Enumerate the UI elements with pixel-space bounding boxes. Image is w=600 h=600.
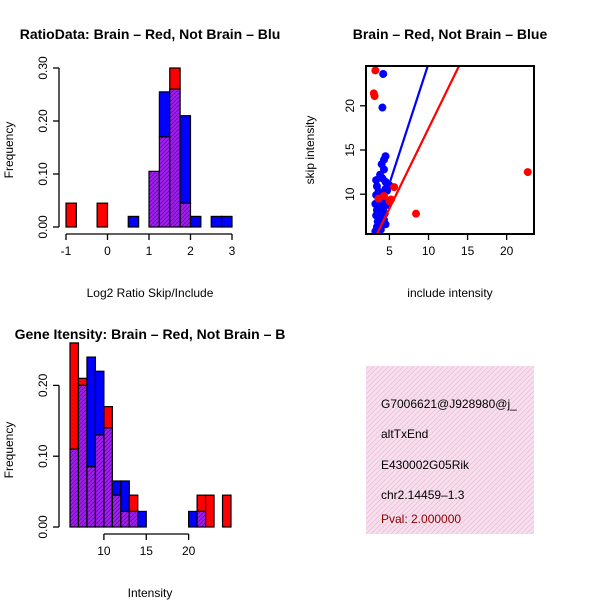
intensity-scatter-points (369, 66, 532, 234)
intensity-scatter-frame (365, 65, 535, 235)
intensity-histogram-xlabel: Intensity (128, 586, 173, 600)
intensity-scatter-point-not-brain (374, 187, 383, 196)
intensity-scatter-point-brain (370, 92, 379, 101)
intensity-scatter-panel: Brain – Red, Not Brain – Blue 5 10 15 20 10 1… (303, 26, 547, 300)
intensity-histogram-bar-brain (204, 494, 215, 528)
info-line-gene-id: G7006621@J928980@j_ (381, 397, 517, 411)
intensity-histogram-bar-overlap (120, 510, 130, 528)
intensity-histogram-bar-not-brain (86, 356, 97, 468)
intensity-histogram-bar-overlap (69, 448, 80, 528)
info-panel: G7006621@J928980@j_ altTxEnd E430002G05R… (366, 366, 534, 534)
intensity-histogram-bar-brain (69, 342, 80, 450)
intensity-histogram-bar-not-brain (188, 510, 198, 528)
intensity-scatter-point-brain (412, 209, 421, 218)
intensity-scatter-y-tick-label: 15 (343, 143, 357, 157)
ratio-histogram-x-tick-label: 2 (187, 244, 194, 258)
intensity-histogram-x-tick-label: 10 (97, 544, 111, 558)
info-line-event-type: altTxEnd (381, 427, 428, 441)
intensity-histogram-bar-not-brain (120, 480, 130, 513)
ratio-histogram-xlabel: Log2 Ratio Skip/Include (87, 286, 214, 300)
info-line-gene-name: E430002G05Rik (381, 458, 470, 472)
intensity-scatter-point-not-brain (378, 174, 387, 183)
intensity-scatter-point-not-brain (379, 69, 388, 78)
ratio-histogram-axes: -1 0 1 2 3 0.00 0.10 0.20 0.30 (36, 56, 236, 258)
ratio-histogram-bar-overlap (158, 136, 171, 228)
intensity-histogram-bar-brain (77, 377, 88, 387)
ratio-histogram-bar-brain (169, 67, 181, 90)
ratio-histogram-x-tick-label: 3 (229, 244, 236, 258)
intensity-histogram-bar-brain (128, 494, 139, 513)
intensity-scatter-x-tick-label: 5 (386, 244, 393, 258)
intensity-histogram-axes: 10 15 20 0.00 0.10 0.20 (36, 373, 196, 558)
intensity-scatter-plot (369, 66, 532, 234)
intensity-histogram-title: Gene Itensity: Brain – Red, Not Brain – … (15, 326, 286, 342)
intensity-histogram-bar-overlap (196, 510, 207, 528)
intensity-histogram-bars (69, 342, 232, 528)
intensity-scatter-fit-line-not-brain (371, 66, 429, 234)
info-background (366, 366, 534, 534)
intensity-scatter-x-tick-label: 20 (500, 244, 514, 258)
intensity-histogram-y-tick-label: 0.10 (36, 444, 50, 468)
ratio-histogram-bar-brain (96, 202, 109, 228)
ratio-histogram-y-tick-label: 0.10 (36, 162, 50, 186)
intensity-scatter-x-tick-label: 10 (422, 244, 436, 258)
intensity-histogram-bar-not-brain (94, 370, 105, 436)
ratio-histogram-bar-overlap (169, 88, 181, 228)
intensity-scatter-point-not-brain (372, 176, 381, 185)
intensity-scatter-point-brain (390, 183, 399, 192)
intensity-histogram-x-tick-label: 20 (182, 544, 196, 558)
ratio-histogram-x-tick-label: -1 (61, 244, 72, 258)
intensity-histogram-panel: Gene Itensity: Brain – Red, Not Brain – … (2, 326, 285, 600)
intensity-histogram-bar-brain (103, 406, 113, 429)
ratio-histogram-bar-not-brain (179, 115, 192, 204)
info-pval: Pval: 2.000000 (381, 512, 461, 526)
ratio-histogram-bar-not-brain (189, 215, 202, 228)
intensity-scatter-point-brain (523, 168, 532, 177)
intensity-scatter-point-not-brain (378, 103, 387, 112)
intensity-scatter-y-tick-label: 10 (343, 187, 357, 201)
ratio-histogram-ylabel: Frequency (2, 122, 16, 179)
ratio-histogram-x-tick-label: 1 (146, 244, 153, 258)
ratio-histogram-bar-not-brain (127, 215, 140, 228)
ratio-histogram-panel: RatioData: Brain – Red, Not Brain – Blu … (2, 26, 280, 300)
intensity-histogram-ylabel: Frequency (2, 422, 16, 479)
intensity-histogram-bar-brain (221, 494, 232, 528)
intensity-scatter-point-brain (374, 194, 383, 203)
intensity-histogram-y-tick-label: 0.20 (36, 373, 50, 397)
ratio-histogram-y-tick-label: 0.20 (36, 109, 50, 133)
intensity-histogram-y-tick-label: 0.00 (36, 515, 50, 539)
intensity-histogram-bar-brain (196, 494, 207, 513)
ratio-histogram-y-tick-label: 0.30 (36, 56, 50, 80)
intensity-histogram-x-tick-label: 15 (140, 544, 154, 558)
ratio-histogram-bar-overlap (179, 202, 192, 228)
intensity-histogram-bar-overlap (94, 434, 105, 528)
intensity-scatter-fit-line-brain (375, 66, 460, 234)
ratio-histogram-bar-brain (65, 202, 77, 228)
intensity-scatter-axes: 5 10 15 20 10 15 20 (343, 65, 535, 258)
intensity-histogram-bar-overlap (77, 384, 88, 528)
intensity-scatter-title: Brain – Red, Not Brain – Blue (353, 26, 548, 42)
ratio-histogram-y-tick-label: 0.00 (36, 215, 50, 239)
ratio-histogram-bar-not-brain (221, 215, 233, 228)
ratio-histogram-bar-overlap (148, 170, 160, 228)
ratio-histogram-bar-not-brain (210, 215, 223, 228)
info-line-location: chr2.14459–1.3 (381, 488, 465, 502)
intensity-scatter-xlabel: include intensity (407, 286, 492, 300)
ratio-histogram-bars (65, 67, 233, 228)
intensity-histogram-bar-overlap (128, 510, 139, 528)
intensity-histogram-bar-overlap (103, 427, 113, 528)
ratio-histogram-x-tick-label: 0 (104, 244, 111, 258)
intensity-histogram-bar-not-brain (137, 510, 147, 528)
ratio-histogram-title: RatioData: Brain – Red, Not Brain – Blu (20, 26, 281, 42)
intensity-histogram-bar-overlap (111, 494, 122, 528)
intensity-histogram-bar-overlap (86, 466, 97, 528)
intensity-scatter-x-tick-label: 15 (461, 244, 475, 258)
intensity-scatter-y-tick-label: 20 (343, 99, 357, 113)
ratio-histogram-bar-not-brain (158, 91, 171, 138)
intensity-scatter-point-brain (371, 66, 380, 75)
intensity-histogram-bar-not-brain (111, 480, 122, 496)
intensity-scatter-ylabel: skip intensity (303, 116, 317, 185)
